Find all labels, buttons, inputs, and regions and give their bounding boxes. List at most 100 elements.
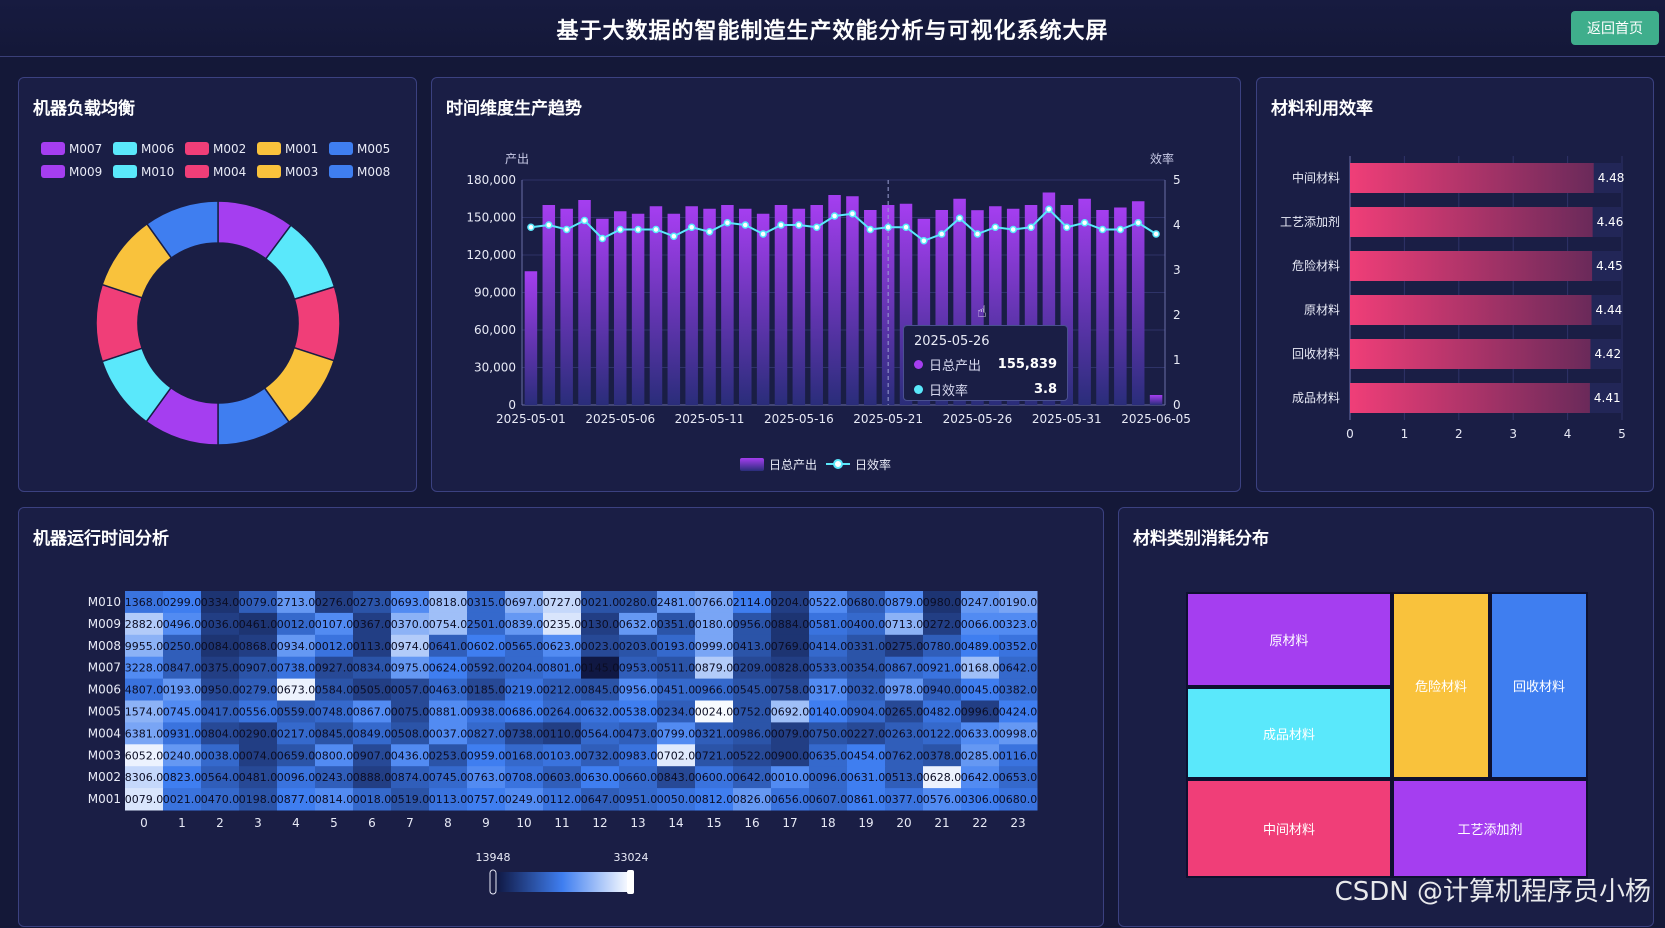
heat-cell[interactable]	[391, 634, 430, 658]
bar-2025-06-05[interactable]	[1149, 395, 1163, 405]
heat-cell[interactable]	[543, 634, 582, 658]
heat-cell[interactable]	[125, 744, 164, 767]
heat-cell[interactable]	[771, 678, 810, 701]
heat-cell[interactable]	[657, 722, 696, 745]
efficiency-point-2025-06-04[interactable]	[1134, 219, 1142, 227]
efficiency-point-2025-05-11[interactable]	[705, 228, 714, 236]
heat-cell[interactable]	[581, 788, 620, 811]
heat-cell[interactable]	[429, 766, 468, 789]
heat-cell[interactable]	[733, 788, 772, 811]
efficiency-point-2025-05-27[interactable]	[991, 223, 1000, 231]
heat-cell[interactable]	[619, 634, 658, 658]
heat-cell[interactable]	[923, 744, 962, 767]
heat-cell[interactable]	[923, 678, 962, 701]
heat-cell[interactable]	[505, 678, 544, 701]
heat-cell[interactable]	[315, 766, 354, 789]
heat-cell[interactable]	[429, 700, 468, 723]
heat-cell[interactable]	[353, 766, 392, 789]
bar-原材料[interactable]	[1350, 295, 1592, 325]
efficiency-point-2025-05-12[interactable]	[723, 219, 732, 227]
heat-cell[interactable]	[277, 700, 316, 723]
heat-cell[interactable]	[201, 766, 240, 789]
treemap-cell-回收材料[interactable]: 回收材料	[1490, 592, 1588, 779]
efficiency-point-2025-06-05[interactable]	[1152, 230, 1160, 238]
heat-cell[interactable]	[847, 634, 886, 658]
heat-cell[interactable]	[771, 722, 810, 745]
heat-cell[interactable]	[999, 700, 1038, 723]
heat-cell[interactable]	[771, 788, 810, 811]
heat-cell[interactable]	[619, 612, 658, 636]
legend-swatch-M007[interactable]	[41, 142, 65, 155]
heat-cell[interactable]	[201, 678, 240, 701]
heat-cell[interactable]	[543, 656, 582, 680]
heat-cell[interactable]	[695, 766, 734, 789]
heat-cell[interactable]	[581, 744, 620, 767]
heat-cell[interactable]	[999, 744, 1038, 767]
heat-cell[interactable]	[467, 744, 506, 767]
heat-cell[interactable]	[999, 612, 1038, 636]
heat-cell[interactable]	[695, 656, 734, 680]
heat-cell[interactable]	[239, 700, 278, 723]
efficiency-point-2025-05-13[interactable]	[741, 221, 750, 229]
heat-cell[interactable]	[163, 722, 202, 745]
heat-cell[interactable]	[505, 744, 544, 767]
heat-cell[interactable]	[733, 634, 772, 658]
heat-cell[interactable]	[999, 634, 1038, 658]
heat-cell[interactable]	[847, 744, 886, 767]
heat-cell[interactable]	[657, 678, 696, 701]
legend-label-M002[interactable]: M002	[213, 142, 246, 156]
legend-swatch-eff-dot[interactable]	[833, 459, 843, 469]
heat-cell[interactable]	[847, 612, 886, 636]
bar-2025-05-19[interactable]	[846, 196, 859, 405]
heat-cell[interactable]	[885, 744, 924, 767]
heat-cell[interactable]	[163, 788, 202, 811]
efficiency-point-2025-05-06[interactable]	[616, 225, 624, 234]
heat-cell[interactable]	[695, 700, 734, 723]
efficiency-point-2025-05-23[interactable]	[920, 237, 928, 245]
heat-cell[interactable]	[467, 788, 506, 811]
heat-cell[interactable]	[581, 656, 620, 680]
efficiency-point-2025-05-25[interactable]	[955, 214, 964, 222]
heat-cell[interactable]	[581, 678, 620, 701]
heat-cell[interactable]	[467, 612, 506, 636]
legend-label-M003[interactable]: M003	[285, 165, 318, 179]
heat-cell[interactable]	[999, 788, 1038, 811]
heat-cell[interactable]	[391, 678, 430, 701]
heat-cell[interactable]	[733, 700, 772, 723]
legend-swatch-M002[interactable]	[185, 142, 209, 155]
legend-swatch-M005[interactable]	[329, 142, 353, 155]
bar-2025-06-02[interactable]	[1096, 210, 1109, 405]
heat-cell[interactable]	[581, 591, 620, 614]
heat-cell[interactable]	[239, 634, 278, 658]
treemap-cell-成品材料[interactable]: 成品材料	[1186, 687, 1392, 779]
heat-cell[interactable]	[847, 678, 886, 701]
heat-cell[interactable]	[391, 700, 430, 723]
heat-cell[interactable]	[619, 591, 658, 614]
heat-cell[interactable]	[277, 788, 316, 811]
heat-cell[interactable]	[277, 612, 316, 636]
efficiency-point-2025-05-26[interactable]	[973, 230, 982, 238]
heat-cell[interactable]	[353, 591, 392, 614]
heat-cell[interactable]	[163, 591, 202, 614]
heat-cell[interactable]	[239, 612, 278, 636]
heat-cell[interactable]	[961, 634, 1000, 658]
bar-2025-05-17[interactable]	[810, 205, 823, 405]
heat-cell[interactable]	[695, 678, 734, 701]
heat-cell[interactable]	[961, 656, 1000, 680]
heat-cell[interactable]	[277, 722, 316, 745]
bar-2025-05-21[interactable]	[881, 205, 895, 405]
heat-cell[interactable]	[125, 678, 164, 701]
heat-cell[interactable]	[847, 700, 886, 723]
heat-cell[interactable]	[809, 656, 848, 680]
legend-label-eff[interactable]: 日效率	[855, 457, 891, 472]
legend-swatch-output[interactable]	[740, 458, 764, 471]
heat-cell[interactable]	[733, 766, 772, 789]
heat-cell[interactable]	[315, 612, 354, 636]
treemap-cell-危险材料[interactable]: 危险材料	[1392, 592, 1490, 779]
efficiency-point-2025-06-01[interactable]	[1080, 219, 1089, 227]
heat-cell[interactable]	[733, 591, 772, 614]
heat-cell[interactable]	[277, 744, 316, 767]
heat-cell[interactable]	[315, 700, 354, 723]
heat-cell[interactable]	[543, 700, 582, 723]
heat-cell[interactable]	[847, 656, 886, 680]
